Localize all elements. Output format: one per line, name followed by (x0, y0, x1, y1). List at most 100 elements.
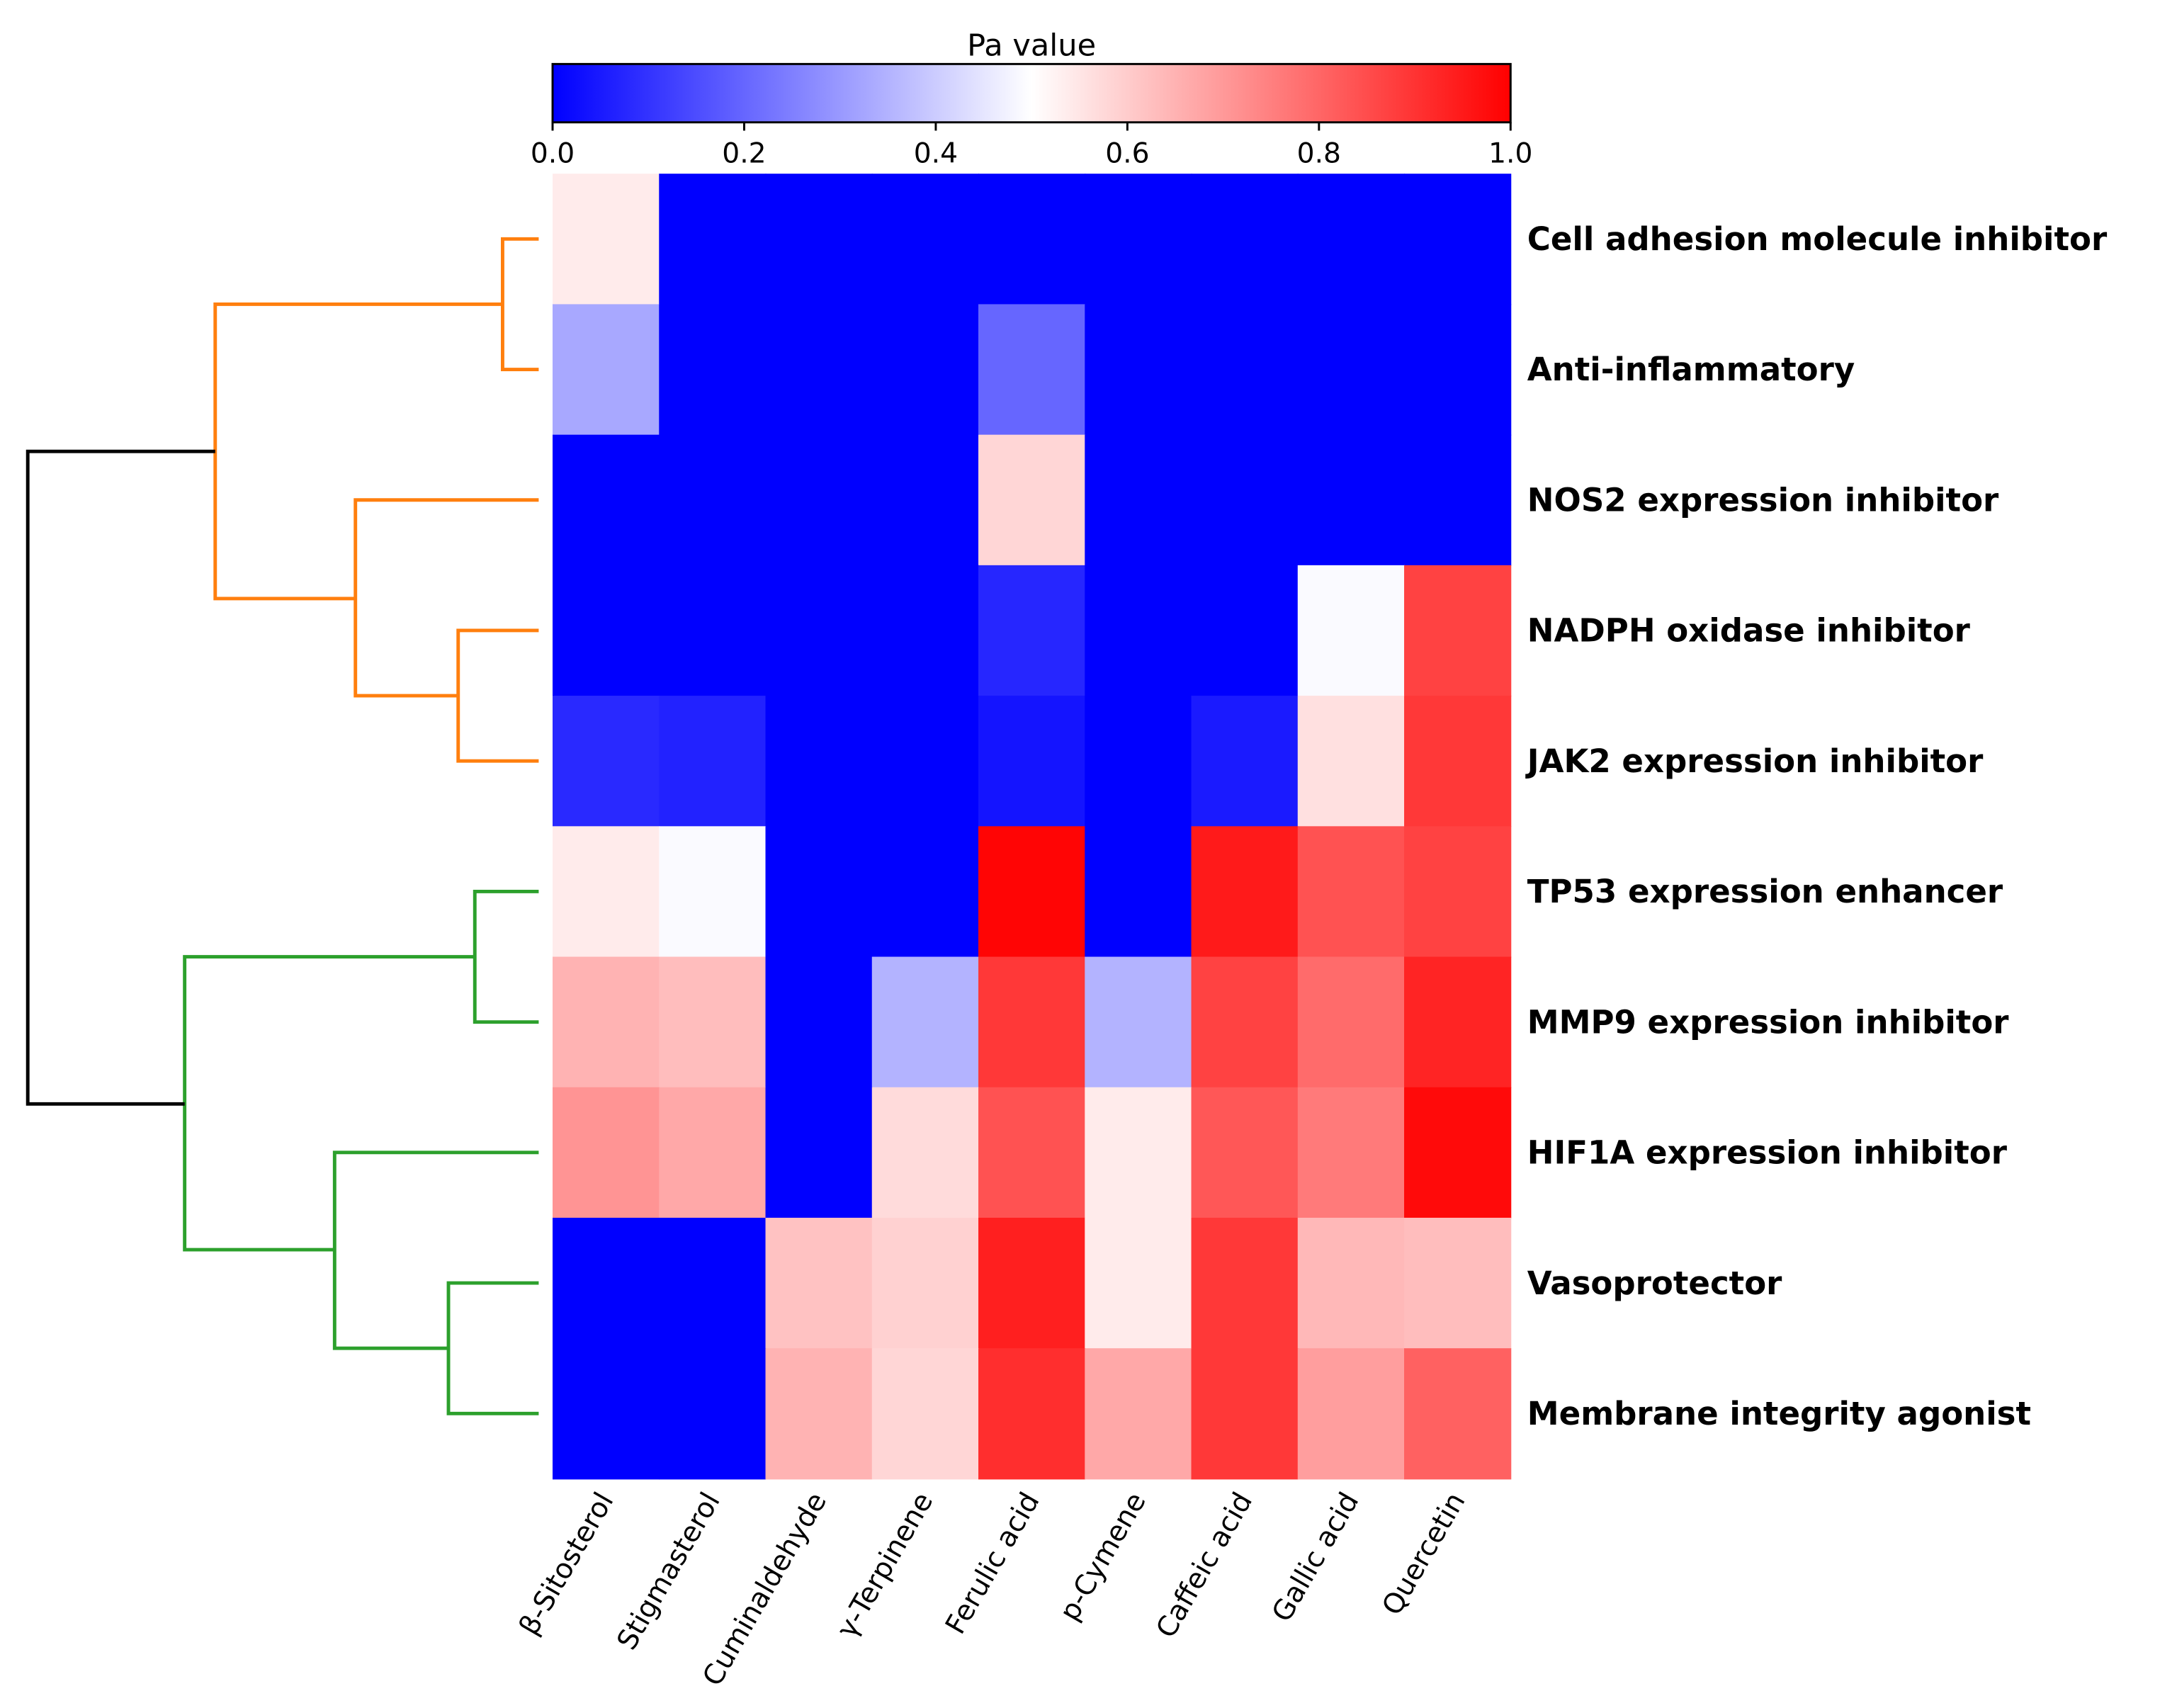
heatmap-cell (978, 1217, 1086, 1350)
heatmap-cell (871, 174, 980, 305)
heatmap-cell (1297, 826, 1406, 958)
heatmap-cell (1297, 1087, 1406, 1218)
column-label: Gallic acid (1266, 1487, 1365, 1627)
heatmap-cell (553, 1348, 660, 1480)
heatmap-cell (1404, 174, 1512, 305)
heatmap-cell (659, 1217, 767, 1350)
heatmap-cell (978, 565, 1086, 697)
heatmap-cell (765, 565, 873, 697)
heatmap-cell (765, 1217, 873, 1350)
colorbar-tick-label: 1.0 (1488, 138, 1532, 170)
row-label: NADPH oxidase inhibitor (1527, 612, 1971, 650)
heatmap-cell (1404, 565, 1512, 697)
heatmap-cell (871, 956, 980, 1088)
dendrogram-cluster-green (183, 889, 539, 1415)
column-labels: β-SitosterolStigmasterolCuminaldehydeγ-T… (513, 1487, 1471, 1691)
heatmap-cell (978, 1348, 1086, 1480)
heatmap-cell (1085, 1217, 1192, 1350)
heatmap-cell (659, 696, 767, 827)
row-label: HIF1A expression inhibitor (1527, 1134, 2008, 1172)
heatmap-cell (659, 434, 767, 566)
dendrogram-link (446, 1281, 539, 1415)
heatmap-cell (978, 826, 1086, 958)
heatmap-cell (765, 696, 873, 827)
heatmap-cell (1085, 1348, 1192, 1480)
heatmap-cell (765, 826, 873, 958)
heatmap-cell (1297, 565, 1406, 697)
column-label: β-Sitosterol (513, 1487, 620, 1641)
heatmap-cell (1404, 826, 1512, 958)
dendrogram-link (183, 955, 475, 1252)
heatmap-cell (871, 1217, 980, 1350)
heatmap-cell (659, 826, 767, 958)
colorbar-gradient (551, 62, 1512, 124)
heatmap-cell (1085, 174, 1192, 305)
column-label: p-Cymene (1053, 1487, 1152, 1626)
heatmap-cell (871, 696, 980, 827)
column-label: Ferulic acid (939, 1487, 1046, 1639)
heatmap-cell (978, 956, 1086, 1088)
column-label: Stigmasterol (611, 1487, 727, 1655)
colorbar-tick-label: 0.0 (531, 138, 575, 170)
dendrogram-link (501, 237, 539, 371)
column-label: Quercetin (1376, 1487, 1472, 1621)
heatmap-cell (553, 1217, 660, 1350)
heatmap-cell (978, 174, 1086, 305)
heatmap-cell (765, 1087, 873, 1218)
heatmap-cell (765, 956, 873, 1088)
heatmap-cell (1085, 956, 1192, 1088)
heatmap-cell (553, 956, 660, 1088)
heatmap-cell (1085, 696, 1192, 827)
heatmap-cell (978, 696, 1086, 827)
heatmap-cell (871, 1348, 980, 1480)
heatmap-cell (1085, 1087, 1192, 1218)
heatmap-cell (553, 696, 660, 827)
heatmap-cell (765, 304, 873, 436)
row-label: Cell adhesion molecule inhibitor (1527, 220, 2108, 258)
heatmap-cell (659, 956, 767, 1088)
heatmap-cell (553, 174, 660, 305)
dendrogram-link (332, 1150, 539, 1350)
heatmap-cell (1404, 434, 1512, 566)
heatmap-cell (1297, 956, 1406, 1088)
colorbar-tick-label: 0.4 (914, 138, 958, 170)
heatmap-cell (871, 434, 980, 566)
heatmap-cell (1297, 434, 1406, 566)
colorbar: Pa value 0.0 0.2 0.4 0.6 0.8 1.0 (531, 28, 1533, 170)
heatmap-cell (553, 1087, 660, 1218)
heatmap-cell (1297, 1217, 1406, 1350)
heatmap-cells (553, 174, 1512, 1480)
colorbar-tick-label: 0.8 (1297, 138, 1341, 170)
heatmap-cell (1191, 826, 1299, 958)
dendrogram-root-link (26, 449, 215, 1106)
row-labels: Cell adhesion molecule inhibitor Anti-inf… (1525, 220, 2108, 1432)
heatmap-cell (1191, 434, 1299, 566)
heatmap-cell (978, 434, 1086, 566)
heatmap-cell (553, 304, 660, 436)
dendrogram-link (354, 498, 539, 698)
row-label: MMP9 expression inhibitor (1527, 1003, 2009, 1041)
heatmap-cell (1297, 696, 1406, 827)
heatmap-cell (1404, 1348, 1512, 1480)
heatmap-cell (871, 565, 980, 697)
heatmap-cell (659, 1087, 767, 1218)
heatmap-cell (1297, 174, 1406, 305)
heatmap-cell (1191, 1348, 1299, 1480)
colorbar-tick-label: 0.2 (722, 138, 766, 170)
heatmap-cell (659, 1348, 767, 1480)
dendrogram-cluster-orange (213, 237, 539, 763)
heatmap-cell (659, 565, 767, 697)
heatmap-cell (1085, 434, 1192, 566)
heatmap-cell (1085, 565, 1192, 697)
heatmap-cell (1404, 304, 1512, 436)
colorbar-tick-label: 0.6 (1105, 138, 1149, 170)
heatmap-cell (1191, 1217, 1299, 1350)
heatmap-cell (1191, 696, 1299, 827)
row-label: NOS2 expression inhibitor (1527, 481, 1999, 519)
dendrogram-link (456, 628, 539, 763)
heatmap-cell (978, 304, 1086, 436)
heatmap-cell (1404, 1087, 1512, 1218)
heatmap-cell (1404, 696, 1512, 827)
heatmap-cell (871, 1087, 980, 1218)
